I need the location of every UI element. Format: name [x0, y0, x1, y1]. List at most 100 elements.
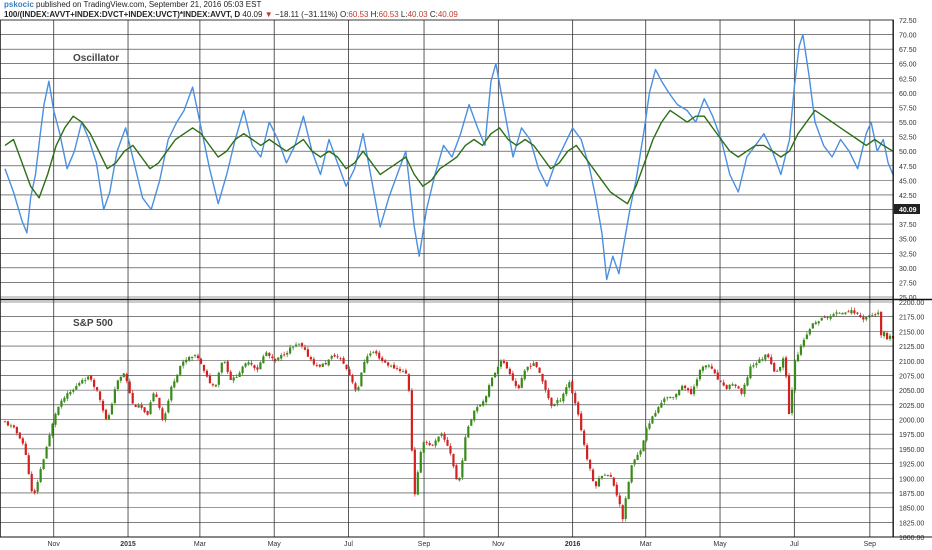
candle-body — [369, 353, 372, 356]
candle-body — [814, 322, 817, 325]
candle-body — [217, 372, 220, 385]
candle-body — [645, 428, 648, 441]
candle-body — [345, 364, 348, 369]
candle-body — [137, 405, 140, 408]
candle-body — [66, 393, 69, 399]
candle-body — [689, 389, 693, 395]
candle-body — [289, 347, 292, 354]
x-tick-label: 2015 — [120, 541, 136, 548]
candle-body — [306, 349, 310, 357]
candle-body — [577, 402, 580, 415]
candle-body — [639, 450, 642, 455]
candle-body — [404, 370, 408, 374]
candle-body — [621, 505, 624, 520]
candle-body — [692, 386, 696, 395]
osc-tick-label: 35.00 — [899, 237, 917, 244]
candle-body — [232, 377, 235, 381]
sp500-title: S&P 500 — [73, 318, 113, 329]
candle-body — [776, 370, 779, 372]
candle-body — [336, 356, 339, 358]
candle-body — [51, 423, 54, 436]
candle-body — [817, 321, 820, 324]
candle-body — [179, 366, 182, 375]
candle-body — [134, 404, 137, 407]
last-value: 40.09 — [242, 10, 263, 19]
candle-body — [544, 380, 547, 390]
candle-body — [431, 444, 434, 446]
candle-body — [559, 400, 562, 402]
candle-body — [39, 469, 42, 483]
osc-tick-label: 32.50 — [899, 251, 917, 258]
candle-body — [811, 323, 814, 329]
candle-body — [784, 357, 788, 377]
candle-body — [583, 430, 586, 445]
candle-body — [161, 408, 164, 420]
candle-body — [81, 380, 84, 384]
candle-body — [862, 317, 865, 320]
candle-body — [737, 386, 740, 389]
last-value-badge — [894, 204, 920, 215]
candle-body — [98, 391, 102, 400]
candle-body — [880, 311, 883, 336]
chart-header: pskocic published on TradingView.com, Se… — [4, 0, 928, 20]
candle-body — [779, 366, 782, 371]
candle-body — [606, 474, 609, 476]
candle-body — [523, 370, 526, 380]
candle-body — [520, 378, 523, 388]
candle-body — [75, 386, 78, 390]
candle-body — [366, 356, 369, 363]
candle-body — [728, 384, 731, 389]
candle-body — [678, 390, 681, 396]
x-tick-label: 2016 — [565, 541, 581, 548]
low-label: L: — [400, 10, 408, 19]
change-value: −18.11 (−31.11%) — [274, 10, 338, 19]
candle-body — [847, 311, 850, 313]
candle-body — [666, 397, 669, 399]
candle-body — [90, 375, 93, 380]
candle-body — [413, 449, 416, 495]
candle-body — [588, 459, 592, 469]
candle-body — [60, 400, 63, 407]
candle-body — [746, 377, 749, 386]
spx-tick-label: 2025.00 — [899, 403, 924, 410]
author-link[interactable]: pskocic — [4, 0, 34, 9]
spx-tick-label: 2125.00 — [899, 344, 924, 351]
candle-body — [428, 443, 431, 446]
candle-body — [191, 356, 194, 359]
published-text: published on TradingView.com, September … — [36, 0, 262, 9]
candle-body — [101, 400, 105, 411]
symbol-name[interactable]: 100/(INDEX:AVVT+INDEX:DVCT+INDEX:UVCT)*I… — [4, 10, 241, 19]
osc-tick-label: 67.50 — [899, 47, 917, 54]
candle-body — [42, 459, 45, 470]
candle-body — [294, 344, 298, 346]
candle-body — [749, 366, 752, 379]
candle-body — [603, 474, 607, 476]
candle-body — [188, 356, 191, 361]
candle-body — [24, 443, 27, 455]
candle-body — [208, 375, 212, 384]
candle-body — [787, 375, 791, 415]
candle-body — [205, 370, 209, 377]
spx-tick-label: 2100.00 — [899, 359, 924, 366]
candle-body — [401, 371, 405, 373]
candle-body — [505, 361, 509, 369]
candle-body — [95, 387, 99, 391]
candle-body — [823, 317, 826, 318]
x-tick-label: Jul — [790, 541, 799, 548]
candle-body — [517, 385, 520, 389]
candle-body — [526, 366, 529, 371]
candle-body — [155, 394, 158, 397]
candle-body — [829, 316, 832, 319]
candle-body — [499, 361, 503, 367]
candle-body — [15, 427, 18, 434]
candle-body — [309, 357, 312, 360]
candle-body — [398, 369, 402, 371]
candle-body — [140, 404, 143, 408]
candle-body — [496, 366, 500, 374]
candle-body — [758, 359, 761, 363]
x-tick-label: May — [713, 541, 727, 548]
candle-body — [410, 390, 413, 451]
candle-body — [704, 365, 707, 368]
osc-tick-label: 27.50 — [899, 280, 917, 287]
